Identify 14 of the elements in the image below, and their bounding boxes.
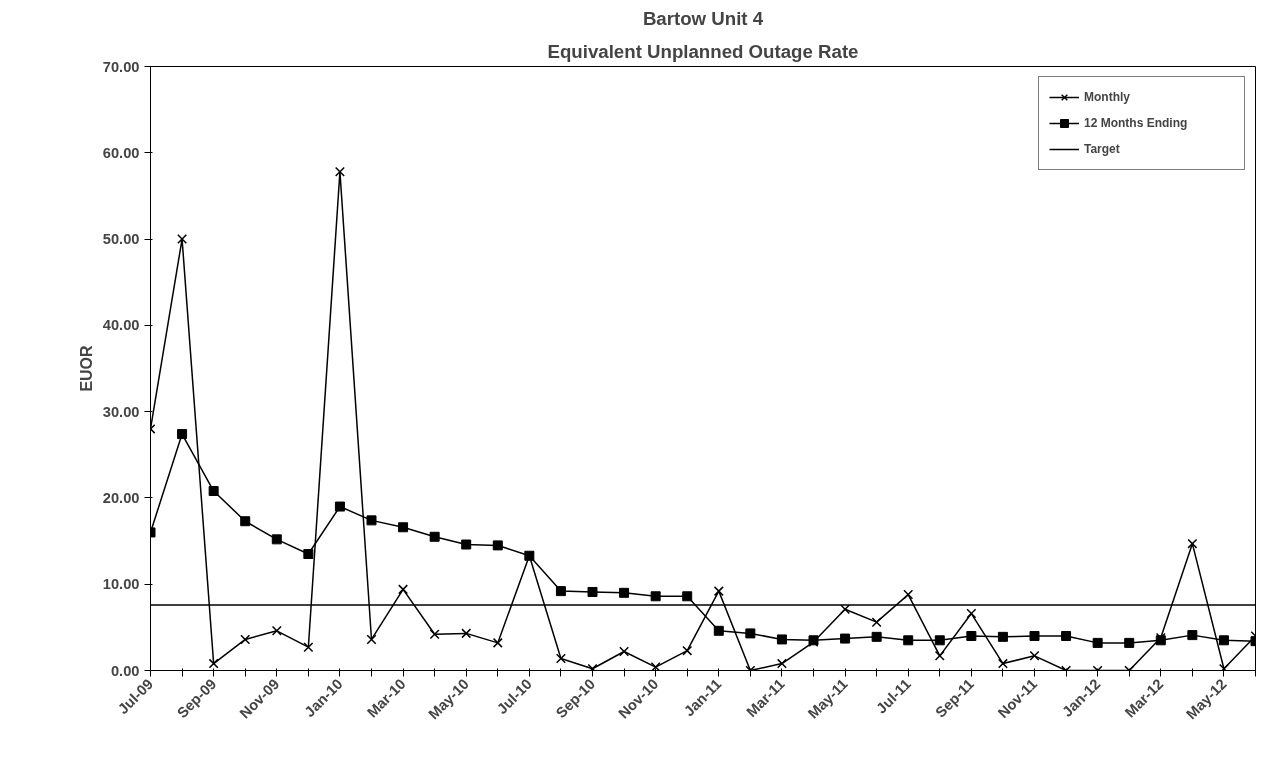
chart-title: Bartow Unit 4	[642, 7, 764, 29]
legend-label: 12 Months Ending	[1084, 116, 1189, 130]
y-tick-label: 10.00	[102, 576, 140, 593]
y-tick-label: 0.00	[110, 662, 140, 679]
y-tick-label: 70.00	[102, 58, 140, 75]
y-tick-label: 30.00	[102, 403, 140, 420]
y-tick-label: 50.00	[102, 231, 140, 248]
y-tick-label: 40.00	[102, 317, 140, 334]
y-tick-label: 60.00	[102, 144, 140, 161]
legend-label: Monthly	[1084, 90, 1131, 104]
chart-subtitle: Equivalent Unplanned Outage Rate	[547, 40, 859, 62]
y-tick-label: 20.00	[102, 489, 140, 506]
legend-label: Target	[1084, 142, 1121, 156]
y-axis-title: EUOR	[77, 344, 95, 392]
